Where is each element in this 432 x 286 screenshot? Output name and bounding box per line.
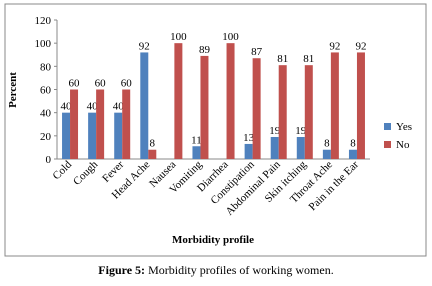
bar: [70, 89, 79, 159]
bar: [96, 89, 105, 159]
data-label: 92: [355, 40, 366, 52]
caption: Figure 5: Morbidity profiles of working …: [0, 263, 432, 278]
data-label: 100: [222, 31, 239, 43]
data-label: 60: [69, 78, 81, 90]
chart: Percent Morbidity profile 0 20 40 60 80 100 12…: [4, 3, 427, 257]
bar: [270, 136, 279, 159]
legend-label: Yes: [396, 121, 412, 133]
bar: [330, 52, 339, 159]
data-label: 92: [139, 40, 150, 52]
legend-label: No: [396, 139, 410, 151]
y-tick-label: 100: [35, 38, 52, 50]
data-label: 81: [277, 53, 288, 65]
caption-text: Morbidity profiles of working women.: [148, 263, 334, 277]
data-label: 40: [61, 101, 73, 113]
bar: [174, 43, 183, 159]
data-label: 100: [170, 31, 187, 43]
bar: [304, 65, 313, 159]
y-tick-label: 120: [35, 15, 52, 27]
data-label: 11: [191, 134, 202, 146]
bar: [140, 52, 149, 159]
y-tick-label: 80: [40, 61, 52, 73]
data-label: 19: [295, 125, 307, 137]
data-label: 60: [95, 78, 107, 90]
y-axis-label: Percent: [7, 72, 19, 108]
bar: [278, 65, 287, 159]
data-label: 13: [243, 132, 255, 144]
y-tick-label: 20: [40, 131, 52, 143]
bar: [62, 112, 71, 159]
y-tick-label: 40: [40, 108, 52, 120]
bar: [296, 136, 305, 159]
data-label: 19: [269, 125, 281, 137]
y-tick-label: 0: [46, 154, 52, 166]
chart-frame: [4, 3, 427, 257]
data-label: 40: [87, 101, 99, 113]
bar: [322, 149, 331, 159]
bar: [122, 89, 131, 159]
bar: [244, 143, 253, 159]
data-label: 92: [329, 40, 340, 52]
data-label: 81: [303, 53, 314, 65]
data-label: 87: [251, 46, 263, 58]
data-label: 89: [199, 44, 211, 56]
data-label: 40: [113, 101, 125, 113]
bar: [192, 146, 201, 159]
legend-swatch: [384, 141, 391, 148]
data-label: 8: [324, 138, 330, 150]
data-label: 8: [150, 138, 156, 150]
bar: [348, 149, 357, 159]
bar: [148, 149, 157, 159]
data-label: 8: [350, 138, 356, 150]
y-tick-label: 60: [40, 85, 52, 97]
bar: [252, 58, 261, 159]
legend-swatch: [384, 123, 391, 130]
x-axis-label: Morbidity profile: [172, 234, 254, 246]
bar: [356, 52, 365, 159]
data-label: 60: [121, 78, 133, 90]
bar: [226, 43, 235, 159]
bar: [200, 55, 209, 159]
x-tick-label: Cough: [71, 158, 101, 188]
caption-label: Figure 5:: [98, 263, 146, 277]
bar: [114, 112, 123, 159]
bar: [88, 112, 97, 159]
